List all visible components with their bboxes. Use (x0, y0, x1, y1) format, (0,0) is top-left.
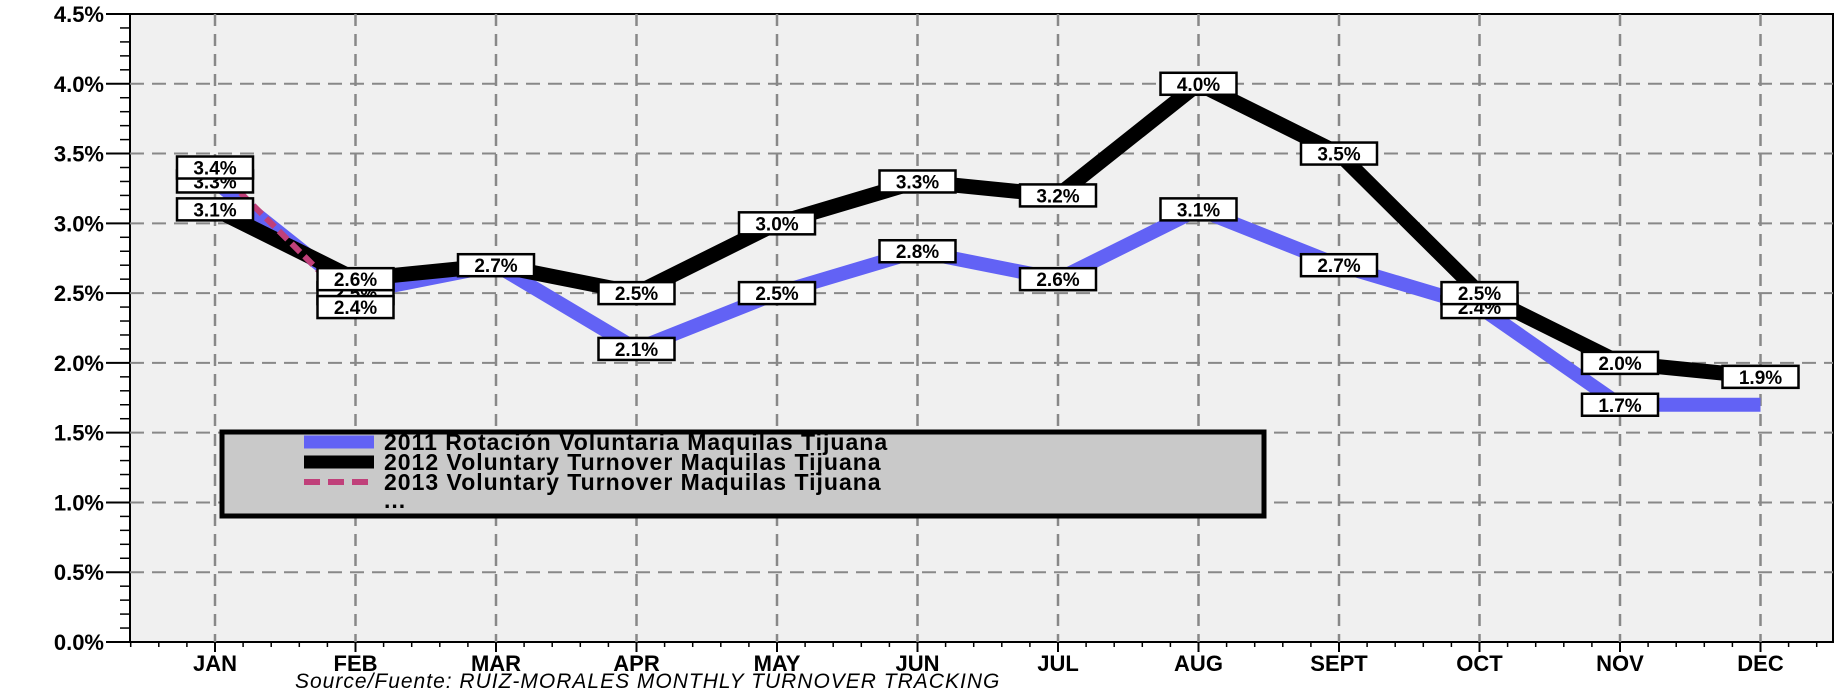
x-tick-label: JUN (895, 651, 939, 676)
data-label: 1.7% (1580, 392, 1660, 418)
y-tick-label: 4.0% (54, 72, 104, 97)
x-tick-label: AUG (1174, 651, 1223, 676)
svg-text:2.5%: 2.5% (755, 284, 798, 305)
svg-text:2.7%: 2.7% (1317, 256, 1360, 277)
data-label: 2.5% (737, 280, 817, 306)
data-label: 3.4% (175, 155, 255, 180)
x-tick-label: SEPT (1310, 651, 1368, 676)
legend-label: 2013 Voluntary Turnover Maquilas Tijuana (384, 469, 882, 495)
svg-text:3.2%: 3.2% (1036, 186, 1079, 207)
data-label: 2.1% (597, 336, 676, 362)
legend-item: 2013 Voluntary Turnover Maquilas Tijuana (304, 469, 882, 495)
svg-text:3.1%: 3.1% (193, 200, 236, 221)
data-label: 2.6% (1018, 266, 1098, 292)
x-axis: JAN FEB MAR APR MAY JUN JUL AUG SEPT OCT NOV DEC (129, 642, 1818, 676)
data-label: 2.5% (597, 280, 676, 306)
legend-extra: ... (384, 487, 406, 513)
x-tick-label: JAN (193, 651, 237, 676)
x-tick-label: OCT (1456, 651, 1503, 676)
svg-text:4.0%: 4.0% (1177, 75, 1220, 96)
svg-text:2.1%: 2.1% (615, 340, 658, 361)
y-tick-label: 2.0% (54, 351, 104, 376)
svg-text:3.1%: 3.1% (1177, 200, 1220, 221)
x-tick-label: MAY (754, 651, 801, 676)
y-tick-label: 1.5% (54, 421, 104, 446)
x-tick-label: NOV (1596, 651, 1644, 676)
svg-text:2.7%: 2.7% (474, 256, 517, 277)
data-label: 2.7% (456, 252, 536, 278)
x-tick-label: MAR (471, 651, 521, 676)
svg-text:3.5%: 3.5% (1317, 145, 1360, 166)
source-note: Source/Fuente: RUIZ-MORALES MONTHLY TURN… (295, 670, 1000, 691)
data-label: 2.6% (316, 266, 395, 292)
data-label: 2.5% (1440, 280, 1519, 306)
svg-text:2.8%: 2.8% (896, 242, 939, 263)
svg-text:3.3%: 3.3% (896, 172, 939, 193)
svg-text:2.0%: 2.0% (1598, 354, 1641, 375)
svg-text:3.4%: 3.4% (193, 159, 236, 180)
legend: 2011 Rotación Voluntaria Maquilas Tijuan… (219, 429, 1267, 519)
y-axis: 0.0% 0.5% 1.0% 1.5% 2.0% 2.5% 3.0% 3.5% 4.0% 4.5% (54, 2, 130, 655)
x-tick-label: DEC (1737, 651, 1784, 676)
data-label: 3.1% (175, 197, 255, 222)
x-tick-label: FEB (334, 651, 378, 676)
x-tick-label: JUL (1037, 651, 1079, 676)
svg-text:3.0%: 3.0% (755, 214, 798, 235)
svg-text:2.6%: 2.6% (334, 270, 377, 291)
legend-label: 2012 Voluntary Turnover Maquilas Tijuana (384, 449, 882, 475)
data-label: 2.0% (1580, 350, 1660, 376)
y-tick-label: 4.5% (54, 2, 104, 27)
y-tick-label: 0.5% (54, 560, 104, 585)
y-tick-label: 2.5% (54, 281, 104, 306)
data-label: 4.0% (1159, 71, 1238, 97)
legend-item: 2011 Rotación Voluntaria Maquilas Tijuan… (304, 429, 888, 455)
data-label: 2.4% (316, 294, 395, 320)
y-tick-label: 1.0% (54, 490, 104, 515)
data-label: 2.7% (1299, 252, 1379, 278)
data-label: 3.5% (1299, 141, 1379, 166)
svg-text:2.5%: 2.5% (615, 284, 658, 305)
y-tick-label: 3.5% (54, 142, 104, 167)
legend-box (219, 429, 1267, 519)
svg-text:2.6%: 2.6% (1036, 270, 1079, 291)
svg-text:2.5%: 2.5% (1458, 284, 1501, 305)
legend-label: 2011 Rotación Voluntaria Maquilas Tijuan… (384, 429, 888, 455)
y-tick-label: 0.0% (54, 630, 104, 655)
svg-text:1.9%: 1.9% (1739, 368, 1782, 389)
svg-text:2.4%: 2.4% (334, 298, 377, 319)
data-labels: 3.3% 2.5% 2.7% 2.1% 2.5% 2.8% 2.6% 3.1% 2.7% 2.4%… (175, 71, 1800, 418)
data-label: 3.3% (878, 169, 957, 194)
data-label: 3.2% (1018, 183, 1098, 208)
data-label: 1.9% (1721, 364, 1800, 390)
data-label: 2.8% (878, 238, 957, 264)
legend-item: 2012 Voluntary Turnover Maquilas Tijuana (304, 449, 882, 475)
plot-area (129, 13, 1834, 643)
y-tick-label: 3.0% (54, 211, 104, 236)
x-tick-label: APR (613, 651, 660, 676)
svg-text:1.7%: 1.7% (1598, 396, 1641, 417)
data-label: 3.0% (737, 211, 817, 236)
data-label: 3.1% (1159, 197, 1238, 222)
